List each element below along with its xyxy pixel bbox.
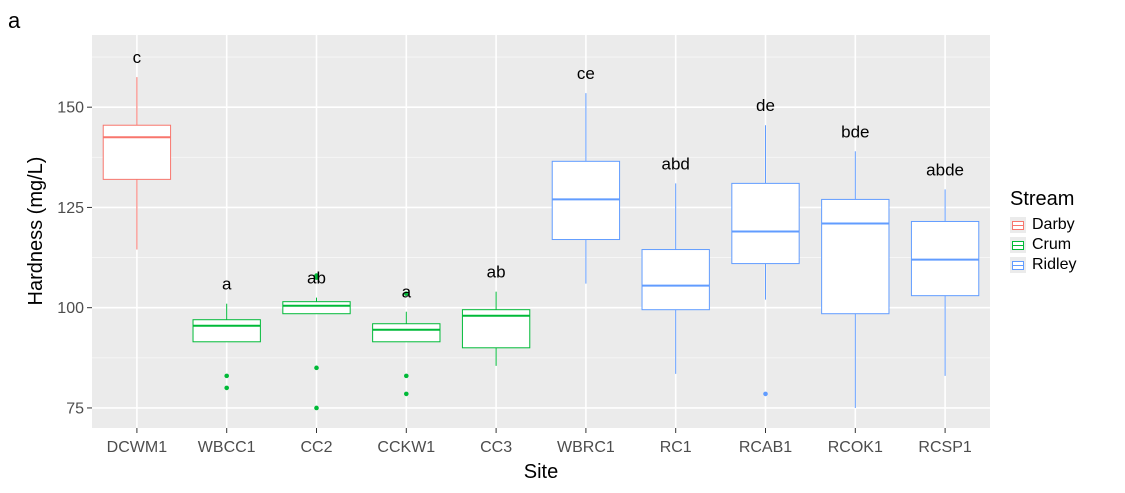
y-tick-label: 75 [66, 400, 84, 417]
y-axis: 75 100 125 150 [57, 100, 92, 417]
outlier-point [314, 405, 319, 411]
iqr-box [910, 220, 980, 297]
x-tick-label: RC1 [660, 439, 692, 456]
legend-label: Darby [1032, 216, 1075, 233]
significance-letter: ce [577, 64, 595, 83]
outlier-point [404, 291, 409, 296]
iqr-box [102, 124, 172, 180]
iqr-box [282, 301, 351, 315]
x-axis: DCWM1 WBCC1 CC2 CCKW1 CC3 WBRC1 RC1 RCAB1 RCOK1 R… [107, 428, 972, 456]
x-tick-label: RCAB1 [739, 439, 792, 456]
outlier-point [763, 391, 768, 397]
x-tick-label: RCSP1 [918, 439, 971, 456]
box-wbcc1 [192, 303, 261, 391]
legend-key-icon [1010, 237, 1026, 253]
significance-letter: a [222, 275, 232, 294]
outlier-point [404, 391, 409, 397]
x-tick-label: CC2 [300, 439, 332, 456]
legend-key-icon [1010, 217, 1026, 233]
outlier-point [224, 373, 229, 379]
x-tick-label: CC3 [480, 439, 512, 456]
iqr-box [731, 182, 800, 265]
legend-label: Ridley [1032, 256, 1077, 273]
significance-letter: abd [662, 154, 690, 173]
x-tick-label: WBCC1 [198, 439, 256, 456]
y-tick-label: 100 [57, 300, 84, 317]
x-tick-label: CCKW1 [377, 439, 435, 456]
outlier-point [224, 385, 229, 391]
iqr-box [821, 198, 890, 315]
x-tick-label: DCWM1 [107, 439, 168, 456]
box-rcab1 [731, 125, 800, 397]
y-axis-title: Hardness (mg/L) [25, 157, 47, 306]
panel-label: a [8, 8, 21, 33]
box-rcok1 [821, 151, 890, 408]
legend-title: Stream [1010, 188, 1075, 210]
outlier-point [404, 373, 409, 379]
outlier-point [314, 275, 319, 280]
significance-letter: abde [926, 160, 964, 179]
x-tick-label: WBRC1 [557, 439, 615, 456]
significance-letter: a [402, 283, 412, 302]
iqr-box [372, 323, 441, 343]
box-cckw1 [372, 291, 441, 397]
x-tick-label: RCOK1 [828, 439, 883, 456]
box-cc2 [282, 273, 351, 411]
significance-letter: bde [841, 122, 869, 141]
legend-item-crum: Crum [1010, 235, 1076, 255]
iqr-box [641, 249, 710, 311]
legend-item-darby: Darby [1010, 215, 1076, 235]
iqr-box [551, 160, 621, 241]
significance-letter: ab [307, 269, 326, 288]
iqr-box [192, 319, 261, 343]
significance-letter: ab [487, 263, 506, 282]
box-dcwm1 [102, 77, 172, 250]
box-cc3 [461, 291, 531, 366]
x-axis-title: Site [524, 461, 558, 483]
box-series [102, 77, 980, 411]
box-rcsp1 [910, 189, 980, 376]
y-tick-label: 150 [57, 100, 84, 117]
significance-letters: c a ab a ab ce abd de bde abde [133, 48, 964, 302]
y-tick-label: 125 [57, 200, 84, 217]
box-wbrc1 [551, 93, 621, 284]
legend-item-ridley: Ridley [1010, 255, 1076, 275]
legend-label: Crum [1032, 236, 1072, 253]
box-rc1 [641, 183, 710, 374]
legend-key-icon [1010, 257, 1026, 273]
significance-letter: de [756, 96, 775, 115]
outlier-point [314, 365, 319, 371]
significance-letter: c [133, 48, 142, 67]
legend: Stream Darby Crum Ridley [1010, 188, 1076, 275]
